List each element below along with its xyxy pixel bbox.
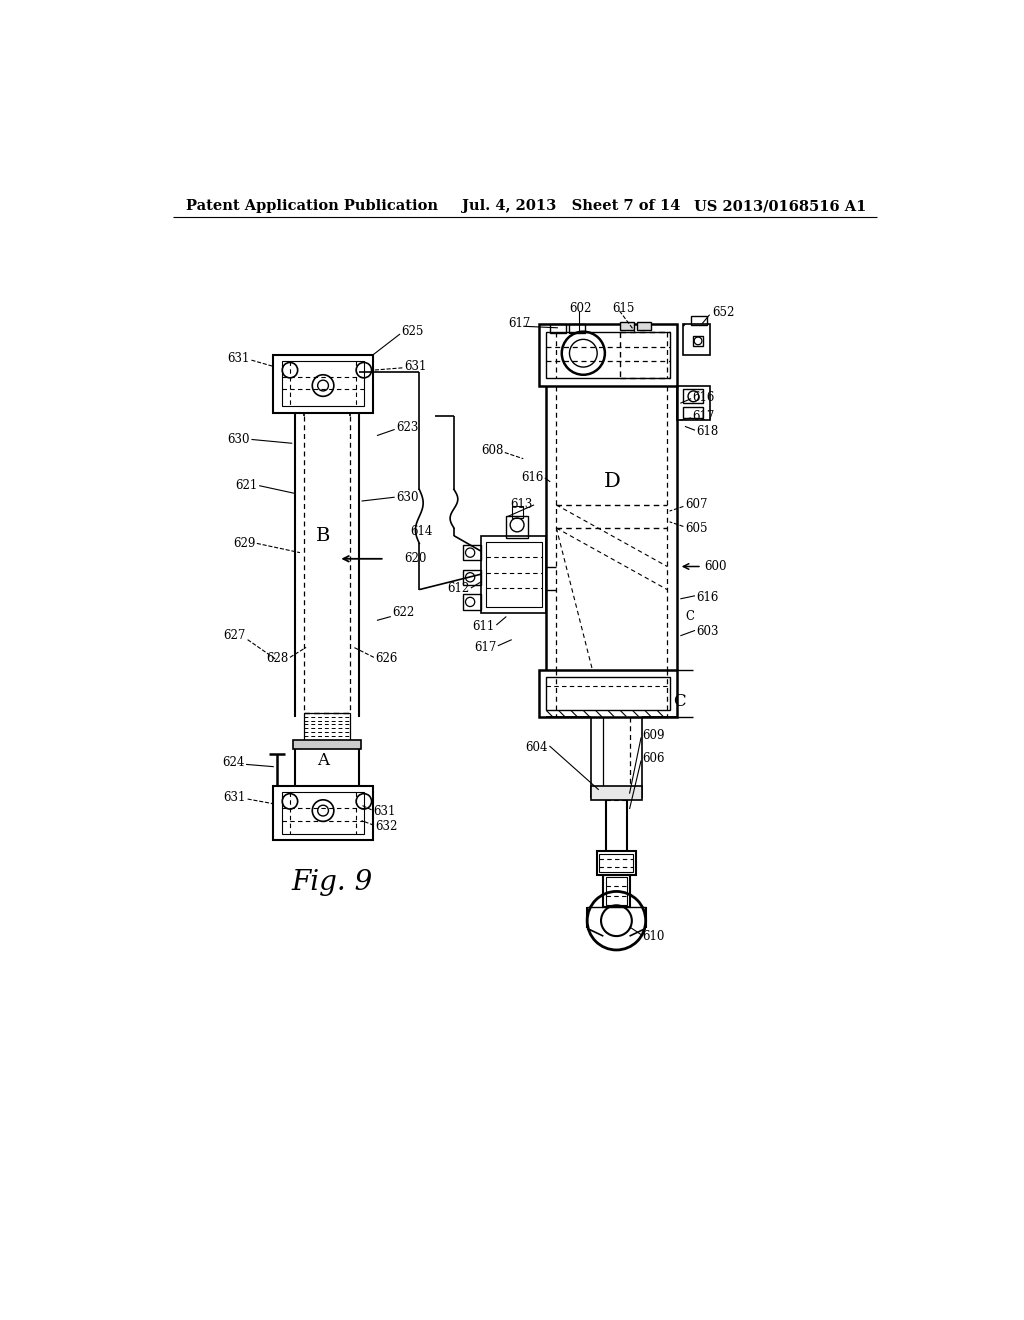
Bar: [683, 389, 703, 404]
Bar: [683, 407, 703, 418]
Text: 630: 630: [227, 433, 250, 446]
Text: 626: 626: [376, 652, 397, 665]
Text: 618: 618: [696, 425, 719, 438]
Bar: [637, 322, 651, 330]
Text: 630: 630: [396, 491, 419, 504]
Text: 652: 652: [712, 306, 734, 319]
Text: 606: 606: [643, 752, 666, 766]
Text: 600: 600: [705, 560, 727, 573]
Text: 631: 631: [403, 360, 426, 372]
Text: C: C: [685, 610, 694, 623]
Text: 617: 617: [692, 409, 715, 422]
Bar: [691, 317, 707, 326]
Bar: [547, 677, 670, 710]
Bar: [293, 739, 360, 748]
Text: 609: 609: [643, 730, 666, 742]
Text: 624: 624: [222, 756, 245, 770]
Bar: [283, 360, 364, 405]
Bar: [605, 876, 628, 904]
Bar: [550, 323, 565, 333]
Text: Patent Application Publication: Patent Application Publication: [186, 199, 438, 213]
Text: 616: 616: [521, 471, 544, 484]
Bar: [486, 543, 542, 607]
Text: 631: 631: [373, 805, 395, 818]
Text: C: C: [674, 693, 686, 710]
Text: 617: 617: [474, 640, 497, 653]
Text: 603: 603: [696, 626, 719, 639]
Text: 611: 611: [472, 620, 495, 634]
Text: 614: 614: [410, 525, 432, 539]
Bar: [539, 323, 677, 385]
Bar: [463, 545, 481, 560]
Text: 622: 622: [392, 606, 415, 619]
Text: 602: 602: [569, 302, 592, 315]
Text: 621: 621: [236, 479, 258, 492]
Text: B: B: [315, 527, 331, 545]
Bar: [547, 331, 670, 378]
Text: 628: 628: [266, 652, 289, 665]
Bar: [599, 854, 634, 873]
Text: 612: 612: [447, 582, 469, 594]
Bar: [506, 516, 528, 539]
Text: 620: 620: [403, 552, 426, 565]
Text: 627: 627: [223, 630, 246, 643]
Text: 613: 613: [510, 499, 532, 511]
Bar: [677, 385, 710, 420]
Text: US 2013/0168516 A1: US 2013/0168516 A1: [693, 199, 866, 213]
Bar: [569, 323, 585, 333]
Text: 605: 605: [685, 521, 708, 535]
Text: D: D: [603, 473, 621, 491]
Bar: [273, 355, 373, 412]
Bar: [481, 536, 547, 612]
Text: Jul. 4, 2013   Sheet 7 of 14: Jul. 4, 2013 Sheet 7 of 14: [462, 199, 680, 213]
Bar: [463, 594, 481, 610]
Bar: [283, 792, 364, 834]
Text: 631: 631: [227, 352, 250, 366]
Bar: [591, 785, 642, 800]
Bar: [621, 322, 634, 330]
Bar: [692, 335, 703, 346]
Text: 623: 623: [396, 421, 419, 434]
Bar: [539, 671, 677, 717]
Text: 625: 625: [401, 325, 424, 338]
Text: 610: 610: [643, 929, 665, 942]
Bar: [463, 570, 481, 585]
Text: 615: 615: [611, 302, 634, 315]
Bar: [683, 323, 711, 355]
Bar: [304, 713, 350, 743]
Text: Fig. 9: Fig. 9: [292, 869, 373, 896]
Text: 617: 617: [508, 317, 530, 330]
Bar: [273, 785, 373, 840]
Bar: [512, 507, 523, 517]
Text: A: A: [317, 752, 329, 770]
Text: 608: 608: [481, 445, 503, 458]
Text: 629: 629: [232, 537, 255, 550]
Text: 632: 632: [376, 820, 397, 833]
Text: 631: 631: [223, 791, 246, 804]
Text: 616: 616: [696, 591, 719, 603]
Text: 604: 604: [525, 741, 548, 754]
Text: 616: 616: [692, 391, 715, 404]
Bar: [603, 874, 630, 907]
Text: 607: 607: [685, 499, 708, 511]
Bar: [597, 851, 636, 874]
